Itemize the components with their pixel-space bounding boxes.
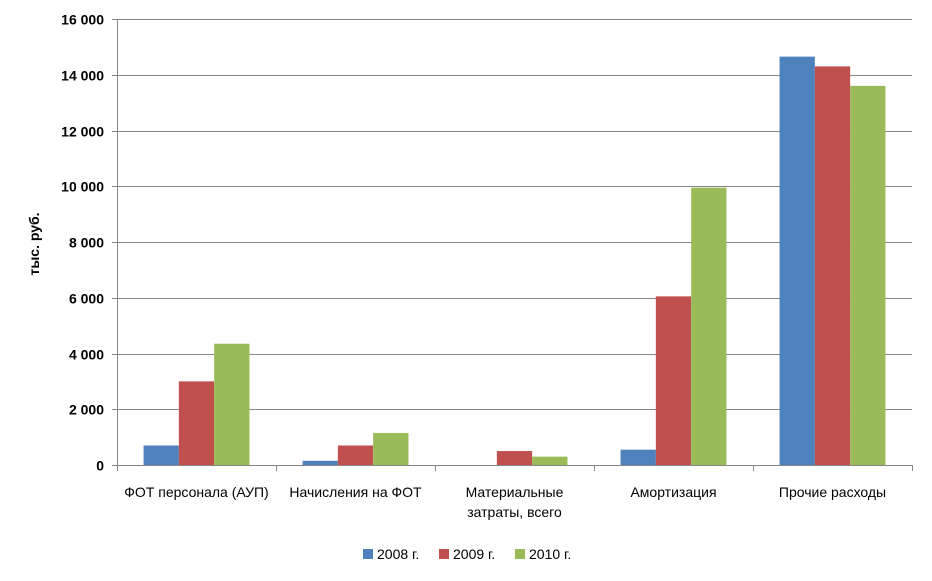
y-tick-label: 0 bbox=[96, 458, 104, 474]
bar bbox=[373, 432, 409, 465]
y-tick-label: 14 000 bbox=[61, 68, 104, 84]
bar bbox=[691, 187, 727, 466]
y-axis-title: тыс. руб. bbox=[26, 212, 42, 275]
y-tick-label: 10 000 bbox=[61, 179, 104, 195]
bar bbox=[620, 449, 656, 465]
axes bbox=[112, 19, 913, 471]
legend-swatch bbox=[515, 549, 525, 559]
y-tick-label: 4 000 bbox=[69, 347, 104, 363]
category-label: ФОТ персонала (АУП) bbox=[124, 484, 268, 500]
legend-label: 2008 г. bbox=[377, 546, 419, 562]
category-label: Амортизация bbox=[630, 484, 716, 500]
y-tick-label: 8 000 bbox=[69, 235, 104, 251]
category-label: Начисления на ФОТ bbox=[289, 484, 422, 500]
gridlines bbox=[117, 19, 912, 410]
y-tick-label: 12 000 bbox=[61, 124, 104, 140]
category-label: Прочие расходы bbox=[779, 484, 886, 500]
legend-swatch bbox=[439, 549, 449, 559]
bar bbox=[302, 460, 338, 465]
bar bbox=[814, 66, 851, 465]
bar bbox=[655, 296, 692, 465]
bar bbox=[850, 85, 886, 466]
category-labels: ФОТ персонала (АУП) Начисления на ФОТ Мате… bbox=[124, 484, 886, 520]
bar bbox=[532, 456, 568, 465]
bar bbox=[337, 445, 374, 465]
y-tick-label: 2 000 bbox=[69, 402, 104, 418]
y-axis-tick-labels: 0 2 000 4 000 6 000 8 000 10 000 12 000 14 000 1… bbox=[61, 12, 104, 474]
category-label: затраты, всего bbox=[467, 504, 562, 520]
bar bbox=[779, 56, 815, 465]
category-label: Материальные bbox=[466, 484, 564, 500]
y-tick-label: 6 000 bbox=[69, 291, 104, 307]
bar bbox=[178, 381, 215, 465]
bar bbox=[496, 451, 533, 465]
y-tick-label: 16 000 bbox=[61, 12, 104, 28]
legend: 2008 г. 2009 г. 2010 г. bbox=[363, 546, 571, 562]
bar bbox=[214, 343, 250, 465]
legend-swatch bbox=[363, 549, 373, 559]
legend-label: 2009 г. bbox=[453, 546, 495, 562]
bar bbox=[143, 445, 179, 465]
bars bbox=[143, 56, 886, 466]
legend-label: 2010 г. bbox=[529, 546, 571, 562]
